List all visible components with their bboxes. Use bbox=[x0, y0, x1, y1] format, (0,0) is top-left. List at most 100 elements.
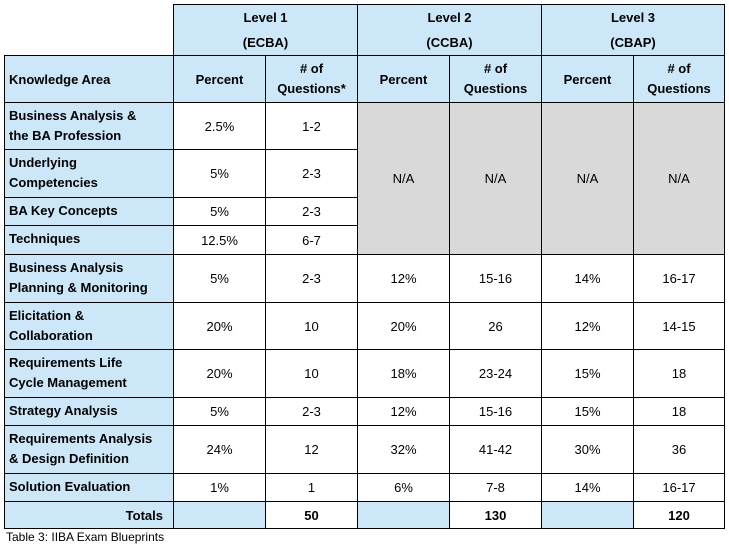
table-row: Solution Evaluation 1% 1 6% 7-8 14% 16-1… bbox=[4, 473, 725, 502]
l3-percent-cell: 15% bbox=[541, 349, 634, 398]
area-line: Underlying bbox=[9, 155, 77, 170]
header-line: # of bbox=[667, 61, 691, 76]
l2-percent-na-cell: N/A bbox=[357, 102, 450, 255]
area-line: Business Analysis bbox=[9, 260, 124, 275]
l1-questions-header: # of Questions* bbox=[265, 55, 358, 103]
table-row: Techniques 12.5% 6-7 bbox=[4, 225, 725, 255]
l1-percent-header: Percent bbox=[173, 55, 266, 103]
totals-label: Totals bbox=[4, 501, 174, 529]
knowledge-area-cell: Techniques bbox=[4, 225, 174, 255]
l3-total-cell: 120 bbox=[633, 501, 725, 529]
l1-total-cell: 50 bbox=[265, 501, 358, 529]
area-line: Cycle Management bbox=[9, 375, 127, 390]
l2-percent-cell: 6% bbox=[357, 473, 450, 502]
level-name: Level 3 bbox=[610, 10, 656, 25]
l3-questions-cell: 18 bbox=[633, 397, 725, 426]
l3-questions-cell: 36 bbox=[633, 425, 725, 474]
l3-questions-na-cell: N/A bbox=[633, 102, 725, 255]
area-line: Competencies bbox=[9, 175, 98, 190]
level-cert: (CBAP) bbox=[610, 35, 656, 50]
level-1-header: Level 1 (ECBA) bbox=[173, 4, 358, 56]
level-2-header: Level 2 (CCBA) bbox=[357, 4, 542, 56]
area-line: Elicitation & bbox=[9, 308, 85, 323]
area-line: Collaboration bbox=[9, 328, 93, 343]
l1-questions-cell: 6-7 bbox=[265, 225, 358, 255]
l2-questions-header: # of Questions bbox=[449, 55, 542, 103]
table-row: Underlying Competencies 5% 2-3 bbox=[4, 149, 725, 198]
l3-percent-cell: 12% bbox=[541, 302, 634, 350]
level-cert: (CCBA) bbox=[426, 35, 473, 50]
area-line: Business Analysis & bbox=[9, 108, 137, 123]
header-line: # of bbox=[299, 61, 324, 76]
l3-questions-cell: 14-15 bbox=[633, 302, 725, 350]
l1-percent-cell: 5% bbox=[173, 197, 266, 226]
table-row: Business Analysis Planning & Monitoring … bbox=[4, 254, 725, 303]
knowledge-area-cell: Strategy Analysis bbox=[4, 397, 174, 426]
table-row: Requirements Analysis & Design Definitio… bbox=[4, 425, 725, 474]
l1-percent-cell: 5% bbox=[173, 254, 266, 303]
l2-questions-cell: 41-42 bbox=[449, 425, 542, 474]
knowledge-area-cell: BA Key Concepts bbox=[4, 197, 174, 226]
l2-percent-cell: 12% bbox=[357, 254, 450, 303]
level-cert: (ECBA) bbox=[242, 35, 289, 50]
knowledge-area-header: Knowledge Area bbox=[4, 55, 174, 103]
header-line: Questions bbox=[463, 81, 528, 96]
knowledge-area-cell: Business Analysis & the BA Profession bbox=[4, 102, 174, 150]
level-name: Level 2 bbox=[427, 10, 472, 25]
level-3-header: Level 3 (CBAP) bbox=[541, 4, 725, 56]
header-line: Questions* bbox=[277, 81, 346, 96]
knowledge-area-cell: Elicitation & Collaboration bbox=[4, 302, 174, 350]
knowledge-area-cell: Solution Evaluation bbox=[4, 473, 174, 502]
knowledge-area-cell: Underlying Competencies bbox=[4, 149, 174, 198]
totals-empty-cell bbox=[173, 501, 266, 529]
area-line: Requirements Analysis bbox=[9, 431, 153, 446]
header-line: # of bbox=[483, 61, 508, 76]
l1-questions-cell: 2-3 bbox=[265, 197, 358, 226]
l2-questions-cell: 7-8 bbox=[449, 473, 542, 502]
l2-questions-cell: 15-16 bbox=[449, 397, 542, 426]
table-row: Elicitation & Collaboration 20% 10 20% 2… bbox=[4, 302, 725, 350]
l1-questions-cell: 1-2 bbox=[265, 102, 358, 150]
totals-row: Totals 50 130 120 bbox=[4, 501, 725, 529]
l3-percent-cell: 14% bbox=[541, 254, 634, 303]
area-line: BA Key Concepts bbox=[9, 203, 118, 218]
l1-percent-cell: 12.5% bbox=[173, 225, 266, 255]
table-row: Requirements Life Cycle Management 20% 1… bbox=[4, 349, 725, 398]
table-row: Business Analysis & the BA Profession 2.… bbox=[4, 102, 725, 255]
l1-percent-cell: 24% bbox=[173, 425, 266, 474]
l3-questions-cell: 16-17 bbox=[633, 473, 725, 502]
l2-percent-header: Percent bbox=[357, 55, 450, 103]
l3-questions-header: # of Questions bbox=[633, 55, 725, 103]
area-line: Techniques bbox=[9, 231, 81, 246]
l3-percent-na-cell: N/A bbox=[541, 102, 634, 255]
area-line: Solution Evaluation bbox=[9, 479, 131, 494]
l1-percent-cell: 1% bbox=[173, 473, 266, 502]
l2-questions-cell: 15-16 bbox=[449, 254, 542, 303]
l2-total-cell: 130 bbox=[449, 501, 542, 529]
area-line: Strategy Analysis bbox=[9, 403, 118, 418]
area-line: Requirements Life bbox=[9, 355, 123, 370]
area-line: the BA Profession bbox=[9, 128, 122, 143]
l1-questions-cell: 2-3 bbox=[265, 149, 358, 198]
totals-empty-cell bbox=[357, 501, 450, 529]
area-line: & Design Definition bbox=[9, 451, 129, 466]
l3-percent-cell: 15% bbox=[541, 397, 634, 426]
l2-percent-cell: 32% bbox=[357, 425, 450, 474]
l1-percent-cell: 20% bbox=[173, 349, 266, 398]
l2-percent-cell: 20% bbox=[357, 302, 450, 350]
empty-corner-cell bbox=[4, 4, 174, 56]
l3-questions-cell: 16-17 bbox=[633, 254, 725, 303]
table-row: Strategy Analysis 5% 2-3 12% 15-16 15% 1… bbox=[4, 397, 725, 426]
l1-questions-cell: 12 bbox=[265, 425, 358, 474]
l1-questions-cell: 2-3 bbox=[265, 254, 358, 303]
l3-percent-cell: 14% bbox=[541, 473, 634, 502]
level-name: Level 1 bbox=[243, 10, 288, 25]
l1-questions-cell: 2-3 bbox=[265, 397, 358, 426]
l1-percent-cell: 20% bbox=[173, 302, 266, 350]
l1-questions-cell: 1 bbox=[265, 473, 358, 502]
l1-questions-cell: 10 bbox=[265, 349, 358, 398]
area-line: Planning & Monitoring bbox=[9, 280, 148, 295]
l1-questions-cell: 10 bbox=[265, 302, 358, 350]
header-line: Questions bbox=[647, 81, 711, 96]
l2-questions-cell: 26 bbox=[449, 302, 542, 350]
